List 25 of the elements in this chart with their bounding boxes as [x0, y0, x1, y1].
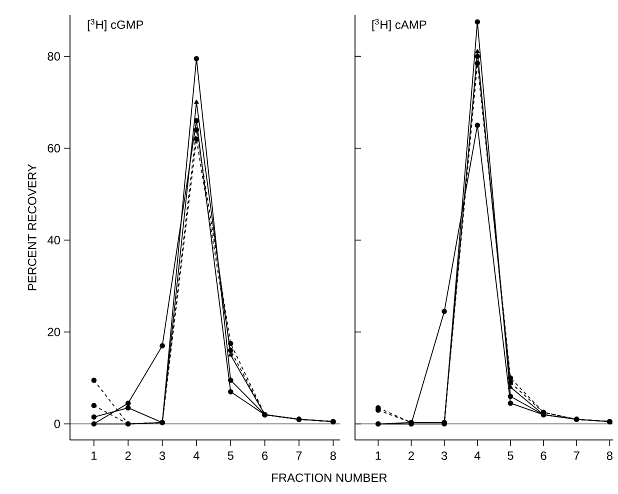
y-axis-title: PERCENT RECOVERY	[28, 164, 36, 290]
chart-title: [$^{3}$H] cGMP	[88, 18, 144, 32]
y-tick-label: 40	[47, 236, 60, 244]
x-tick-label: 3	[159, 452, 166, 460]
x-tick-label: 2	[125, 452, 131, 460]
x-tick-label: 6	[540, 452, 546, 460]
x-tick-label: 5	[508, 452, 514, 460]
y-tick-label: 20	[48, 328, 60, 336]
x-tick-label: 7	[574, 452, 580, 460]
x-tick-label: 1	[92, 452, 97, 460]
x-tick-label: 2	[408, 452, 414, 460]
x-axis-title: FRACTION NUMBER	[272, 474, 387, 482]
y-tick-label: 0	[54, 420, 60, 428]
chart-title: [$^{3}$H] cAMP	[372, 18, 426, 32]
y-tick-label: 60	[48, 144, 60, 152]
x-tick-label: 4	[193, 452, 200, 460]
x-tick-label: 1	[376, 452, 381, 460]
x-tick-label: 3	[441, 452, 448, 460]
x-tick-label: 7	[296, 452, 302, 460]
x-tick-label: 6	[262, 452, 268, 460]
y-tick-label: 80	[48, 52, 60, 61]
x-tick-label: 8	[330, 452, 336, 460]
x-tick-label: 5	[228, 452, 234, 460]
x-tick-label: 4	[474, 452, 480, 460]
x-tick-label: 8	[606, 452, 612, 460]
